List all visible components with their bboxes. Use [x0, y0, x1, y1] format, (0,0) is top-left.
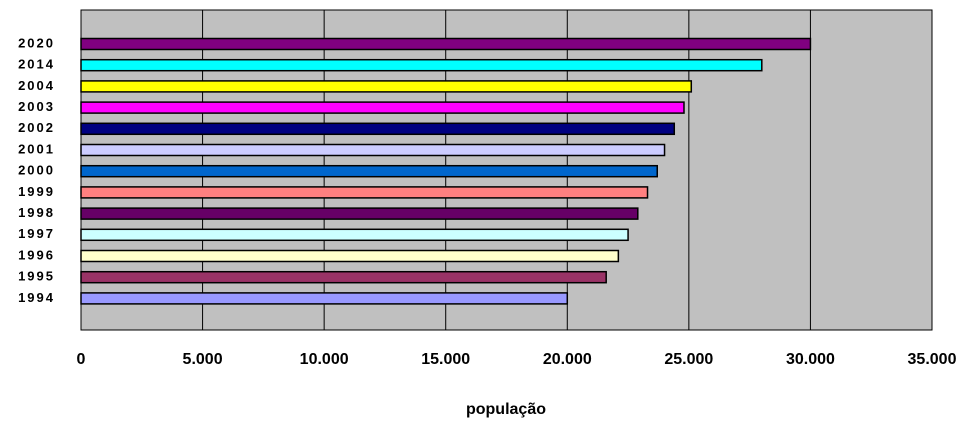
- x-tick-label: 5.000: [183, 351, 223, 368]
- bar: [80, 207, 639, 220]
- bar: [80, 58, 763, 72]
- bar: [80, 101, 685, 114]
- y-tick-label: 2004: [18, 78, 55, 93]
- x-tick-label: 10.000: [300, 351, 349, 368]
- bar: [80, 270, 607, 284]
- y-tick-label: 2003: [18, 99, 55, 114]
- bar: [80, 249, 620, 263]
- x-tick-label: 35.000: [908, 351, 957, 368]
- x-axis-title: população: [466, 401, 546, 418]
- y-tick-label: 1996: [18, 247, 55, 262]
- y-tick-label: 1994: [18, 290, 55, 305]
- y-tick-label: 1998: [18, 205, 55, 220]
- y-tick-label: 2000: [18, 163, 55, 178]
- bar: [80, 37, 812, 51]
- y-tick-label: 2020: [18, 35, 55, 50]
- bar: [80, 292, 569, 305]
- x-tick-label: 15.000: [421, 351, 470, 368]
- x-tick-label: 25.000: [664, 351, 713, 368]
- y-tick-label: 1997: [18, 226, 55, 241]
- x-tick-label: 30.000: [786, 351, 835, 368]
- bar: [80, 143, 666, 157]
- y-tick-label: 1995: [18, 269, 55, 284]
- bar: [80, 80, 693, 93]
- x-tick-label: 0: [77, 351, 86, 368]
- x-tick-label: 20.000: [543, 351, 592, 368]
- y-tick-label: 1999: [18, 184, 55, 199]
- y-tick-label: 2001: [18, 141, 55, 156]
- y-tick-label: 2002: [18, 120, 55, 135]
- y-tick-label: 2014: [18, 57, 55, 72]
- bar: [80, 164, 658, 178]
- bar: [80, 228, 629, 242]
- bar: [80, 186, 649, 199]
- bar: [80, 122, 676, 136]
